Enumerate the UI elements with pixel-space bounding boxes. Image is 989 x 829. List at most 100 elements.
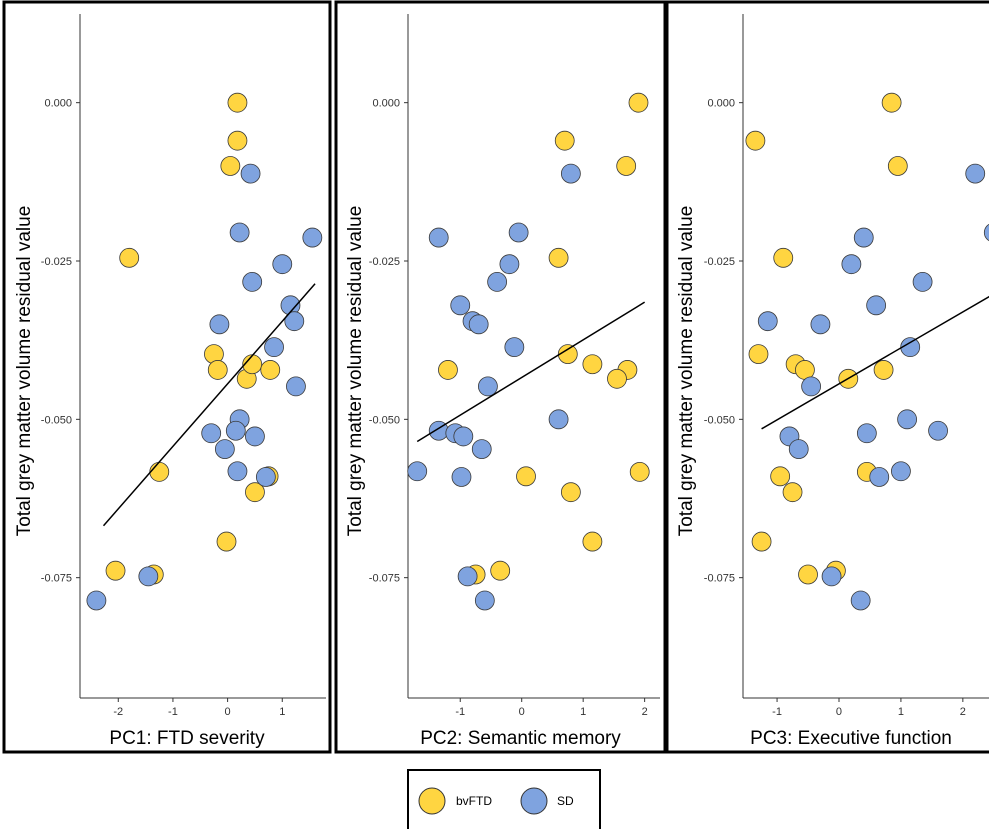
point-sd [450, 295, 471, 316]
y-tick-label: -0.025 [369, 256, 400, 268]
point-sd [850, 590, 871, 611]
panel-frame [665, 0, 989, 754]
y-axis-label: Total grey matter volume residual value [345, 206, 366, 537]
point-sd [225, 420, 246, 441]
point-sd [757, 311, 778, 332]
fit-line [102, 283, 316, 527]
panel-1: 0.000 -0.025 -0.050 -0.075 -2 -1 0 1 Total grey … [2, 0, 332, 754]
point-bvftd [490, 560, 511, 581]
y-tick-label: 0.000 [707, 98, 735, 110]
x-tick-label: 0 [519, 706, 525, 718]
legend: bvFTD SD [407, 769, 601, 829]
legend-label-sd: SD [557, 794, 574, 808]
point-bvftd [773, 247, 794, 268]
point-sd [242, 271, 263, 292]
x-tick-label: 1 [279, 706, 285, 718]
x-tick-label: 0 [836, 706, 842, 718]
point-bvftd [798, 564, 818, 585]
panel-2: 0.000 -0.025 -0.050 -0.075 -1 0 1 2 Total grey m… [334, 0, 667, 754]
point-sd [214, 439, 235, 460]
point-sd [201, 423, 222, 444]
point-bvftd [438, 360, 458, 380]
point-bvftd [770, 466, 791, 487]
point-sd [284, 311, 305, 332]
point-bvftd [560, 482, 581, 503]
y-axis-label: Total grey matter volume residual value [14, 206, 35, 537]
point-bvftd [582, 531, 603, 552]
y-tick-label: 0.000 [44, 98, 72, 110]
x-axis-label: PC1: FTD severity [109, 728, 265, 749]
point-bvftd [748, 344, 769, 365]
point-bvftd [582, 354, 603, 375]
x-tick-label: -1 [772, 706, 782, 718]
fit-line [761, 295, 989, 430]
point-sd [407, 461, 428, 482]
y-tick-label: -0.075 [41, 573, 72, 585]
point-bvftd [557, 344, 578, 365]
point-sd [821, 566, 842, 587]
point-sd [810, 314, 831, 335]
x-axis-label: PC3: Executive function [750, 728, 952, 749]
point-bvftd [887, 156, 908, 176]
y-axis-label: Total grey matter volume residual value [676, 206, 697, 537]
point-bvftd [227, 130, 248, 151]
point-sd [853, 227, 874, 248]
point-sd [487, 271, 508, 292]
point-sd [560, 163, 581, 184]
point-sd [866, 295, 887, 316]
point-sd [983, 223, 989, 242]
point-sd [471, 439, 492, 460]
point-sd [508, 222, 529, 243]
point-sd [912, 271, 933, 292]
point-sd [451, 467, 472, 487]
point-bvftd [149, 461, 170, 482]
point-sd [209, 314, 230, 335]
y-tick-label: -0.025 [704, 256, 735, 268]
point-bvftd [516, 466, 536, 487]
point-sd [229, 222, 250, 243]
point-bvftd [629, 461, 650, 482]
point-bvftd [207, 360, 228, 380]
y-tick-label: -0.050 [41, 414, 72, 426]
point-sd [548, 409, 569, 430]
point-sd [255, 467, 276, 487]
point-sd [474, 590, 495, 611]
point-bvftd [220, 156, 241, 176]
legend-box [407, 769, 601, 829]
legend-label-bvftd: bvFTD [456, 794, 492, 808]
point-bvftd [548, 247, 569, 268]
legend-key-bvftd [418, 787, 446, 815]
point-bvftd [616, 156, 637, 176]
x-tick-label: -1 [168, 706, 178, 718]
fit-line [416, 301, 646, 443]
point-bvftd [751, 531, 772, 552]
point-bvftd [216, 531, 237, 552]
x-tick-label: 2 [960, 706, 966, 718]
point-bvftd [873, 360, 894, 380]
x-tick-label: -1 [455, 706, 465, 718]
point-sd [272, 254, 293, 275]
point-bvftd [227, 92, 248, 113]
point-sd [499, 254, 520, 275]
point-bvftd [745, 130, 766, 151]
point-sd [138, 566, 159, 587]
point-sd [457, 566, 478, 587]
x-axis-label: PC2: Semantic memory [420, 728, 621, 749]
x-tick-label: 0 [225, 706, 231, 718]
panel-3: 0.000 -0.025 -0.050 -0.075 -1 0 1 2 Total grey m… [665, 0, 989, 754]
panels: 0.000 -0.025 -0.050 -0.075 -2 -1 0 1 Total grey … [2, 0, 989, 754]
point-sd [286, 376, 306, 397]
point-sd [264, 337, 284, 358]
y-tick-label: -0.075 [704, 573, 735, 585]
point-sd [856, 423, 877, 444]
point-bvftd [105, 560, 126, 581]
point-sd [504, 337, 525, 358]
legend-key-sd [520, 787, 548, 815]
y-tick-label: 0.000 [372, 98, 400, 110]
point-sd [788, 439, 809, 460]
point-sd [900, 337, 921, 358]
point-bvftd [881, 92, 902, 113]
y-tick-label: -0.075 [369, 573, 400, 585]
point-bvftd [782, 482, 803, 503]
point-bvftd [554, 130, 575, 151]
